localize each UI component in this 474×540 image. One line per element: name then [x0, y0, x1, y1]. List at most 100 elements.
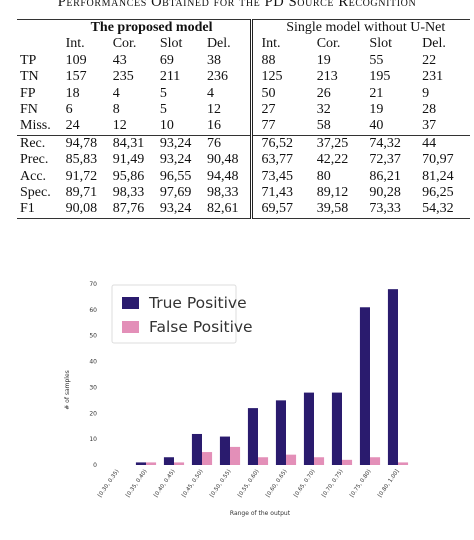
table-cell: 73,33	[364, 201, 418, 219]
y-axis-label: # of samples	[64, 370, 71, 410]
table-cell: 26	[316, 85, 331, 101]
x-tick-label: [0.75, 0.80)	[349, 469, 372, 499]
table-cell: 28	[422, 102, 437, 118]
table-row: TP 109 43 69 38 88 19 55 22	[17, 52, 470, 70]
false-positive-bar	[286, 454, 297, 465]
x-tick-label: [0.55, 0.60)	[237, 469, 260, 499]
x-tick-label: [0.65, 0.70)	[293, 469, 316, 499]
table-cell: 91,72	[65, 168, 98, 184]
column-header: Int.	[249, 36, 312, 53]
performance-table: The proposed model Single model without …	[17, 19, 470, 219]
x-tick-label: [0.50, 0.55)	[209, 469, 232, 499]
table-cell: 80	[316, 168, 331, 184]
x-tick-label: [0.45, 0.50)	[181, 469, 204, 499]
table-cell: 5	[159, 85, 167, 101]
table-row: FN 6 8 5 12 27 32 19 28	[17, 102, 470, 119]
table-row: Rec. 94,78 84,31 93,24 76 76,52 37,25 74,32 44	[17, 134, 470, 153]
table-cell: 24	[65, 118, 80, 134]
table-cell: 94,48	[206, 168, 239, 184]
table-cell: 91,49	[112, 152, 145, 168]
x-axis: [0.30, 0.35) [0.35, 0.40) [0.40, 0.45) [0.4…	[97, 469, 400, 499]
table-cell: 90,08	[60, 201, 108, 219]
false-positive-bar	[370, 457, 381, 465]
table-cell: 58	[316, 118, 331, 134]
table-row: F1 90,08 87,76 93,24 82,61 69,57 39,58 73,33 54,…	[17, 201, 470, 219]
table-cell: 50	[249, 85, 312, 103]
table-cell: 97,69	[159, 185, 192, 201]
table-cell: 95,86	[112, 168, 145, 184]
table-cell: 72,37	[369, 152, 401, 168]
true-positive-bar	[191, 433, 202, 465]
x-tick-label: [0.70, 0.75)	[321, 469, 344, 499]
table-cell: 195	[369, 69, 391, 85]
table-cell: 27	[249, 102, 312, 119]
row-label: FP	[20, 85, 36, 101]
table-cell: 93,24	[154, 134, 202, 153]
column-header: Del.	[422, 36, 446, 52]
y-tick-label: 50	[89, 333, 97, 340]
false-positive-bar	[202, 452, 213, 465]
table-cell: 4	[112, 85, 120, 101]
table-cell: 44	[417, 134, 470, 153]
true-positive-bar	[247, 408, 258, 465]
column-header: Cor.	[316, 36, 341, 52]
row-label: Rec.	[17, 134, 61, 153]
x-axis-label: Range of the output	[230, 510, 291, 517]
table-cell: 5	[159, 102, 167, 118]
false-positive-bar	[146, 462, 157, 465]
table-cell: 125	[249, 69, 312, 86]
table-row: FP 18 4 5 4 50 26 21 9	[17, 85, 470, 103]
row-label: Acc.	[20, 168, 47, 184]
legend-box	[111, 284, 237, 344]
y-tick-label: 70	[89, 281, 97, 288]
false-positive-bar	[342, 459, 353, 465]
y-tick-label: 10	[89, 436, 97, 443]
legend-label: False Positive	[149, 318, 253, 336]
table-cell: 12	[112, 118, 127, 134]
table-cell: 82,61	[201, 201, 251, 219]
true-positive-bar	[163, 457, 174, 465]
false-positive-bar	[174, 462, 185, 465]
row-label: F1	[17, 201, 61, 219]
table-row: Prec. 85,83 91,49 93,24 90,48 63,77 42,22 72,37…	[17, 152, 470, 169]
legend-swatch	[122, 297, 139, 309]
table-cell: 90,48	[206, 152, 239, 168]
table-cell: 96,25	[422, 185, 454, 201]
table-cell: 98,33	[112, 185, 145, 201]
table-cell: 84,31	[107, 134, 155, 153]
table-cell: 88	[249, 52, 312, 70]
row-label: Spec.	[20, 185, 51, 201]
table-cell: 40	[369, 118, 384, 134]
table-row: TN 157 235 211 236 125 213 195 231	[17, 69, 470, 86]
true-positive-bar	[135, 462, 146, 465]
chart-bars	[135, 289, 409, 465]
table-group-header-row: The proposed model Single model without …	[17, 19, 470, 37]
y-tick-label: 30	[89, 384, 97, 391]
table-cell: 70,97	[422, 152, 454, 168]
row-label: TP	[20, 52, 37, 68]
table-cell: 19	[369, 102, 384, 118]
true-positive-bar	[219, 436, 230, 465]
table-cell: 69	[159, 52, 174, 68]
row-label: Miss.	[20, 118, 51, 134]
x-tick-label: [0.60, 0.65)	[265, 469, 288, 499]
table-cell: 12	[206, 102, 221, 118]
table-cell: 22	[422, 52, 437, 68]
y-tick-label: 60	[89, 307, 97, 314]
group-header-proposed: The proposed model	[60, 19, 251, 37]
table-cell: 77	[249, 118, 312, 136]
row-label: TN	[20, 69, 39, 85]
table-cell: 18	[65, 85, 80, 101]
table-cell: 74,32	[364, 134, 418, 153]
column-header: Slot	[369, 36, 392, 52]
table-cell: 9	[422, 85, 430, 101]
table-cell: 89,12	[316, 185, 349, 201]
table-cell: 37,25	[311, 134, 365, 153]
table-cell: 16	[206, 118, 221, 134]
table-cell: 76	[201, 134, 251, 153]
table-cell: 211	[159, 69, 181, 85]
table-cell: 37	[422, 118, 437, 134]
y-axis: 0 10 20 30 40 50 60 70	[89, 281, 97, 469]
column-header: Del.	[206, 36, 231, 52]
table-cell: 54,32	[417, 201, 470, 219]
